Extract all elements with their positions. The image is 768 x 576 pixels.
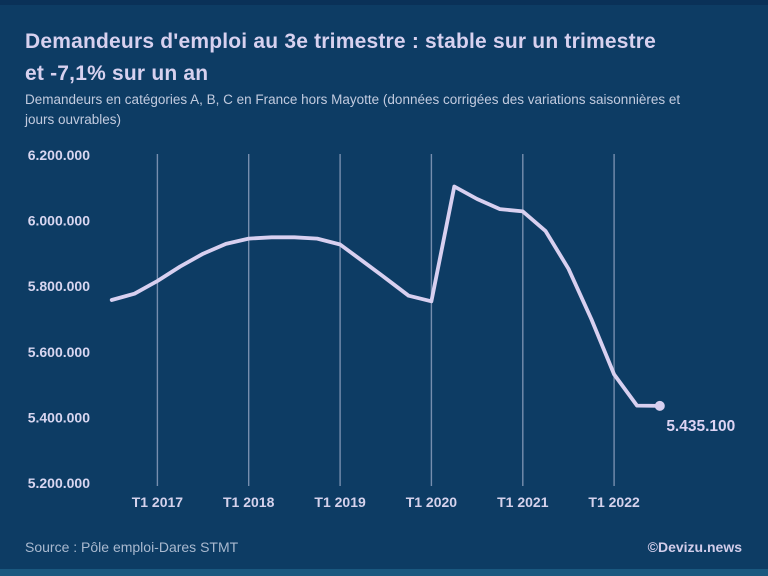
footer: Source : Pôle emploi-Dares STMT ©Devizu.… [25, 539, 742, 555]
chart-title: Demandeurs d'emploi au 3e trimestre : st… [25, 30, 657, 85]
jobseekers-line [109, 184, 662, 408]
y-tick-label: 5.800.000 [28, 278, 90, 294]
last-point-marker [654, 400, 665, 411]
x-tick-label: T1 2022 [588, 494, 640, 510]
bottom-accent-bar [0, 569, 768, 576]
y-tick-label: 6.200.000 [28, 147, 90, 163]
y-tick-label: 5.600.000 [28, 344, 90, 360]
y-tick-label: 5.200.000 [28, 475, 90, 491]
y-tick-label: 5.400.000 [28, 409, 90, 425]
x-tick-label: T1 2019 [314, 494, 366, 510]
x-tick-label: T1 2018 [223, 494, 275, 510]
x-tick-label: T1 2020 [406, 494, 458, 510]
last-point-value-label: 5.435.100 [666, 418, 735, 435]
top-accent-bar [0, 0, 768, 5]
y-tick-label: 6.000.000 [28, 213, 90, 229]
credit-text: ©Devizu.news [647, 539, 742, 555]
chart-subtitle: Demandeurs en catégories A, B, C en Fran… [25, 92, 681, 127]
x-tick-label: T1 2021 [497, 494, 549, 510]
x-tick-label: T1 2017 [132, 494, 184, 510]
source-text: Source : Pôle emploi-Dares STMT [25, 539, 239, 555]
